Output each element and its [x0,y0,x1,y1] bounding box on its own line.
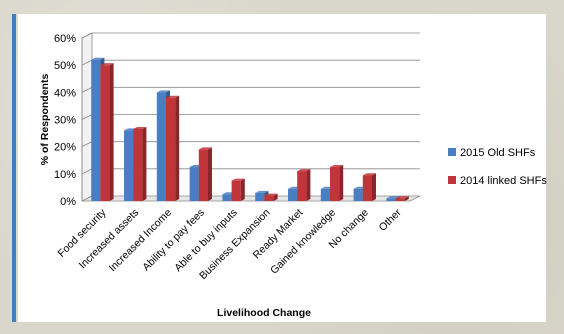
bar [166,95,180,201]
gridlines [81,32,420,201]
bar-front [353,188,363,201]
bar-top [386,196,400,199]
legend: 2015 Old SHFs 2014 linked SHFs [448,147,547,187]
gridline-depth [81,59,93,66]
bar-front [320,188,330,201]
x-category-label: Increased assets [77,207,142,272]
bar-side [371,173,376,201]
bar-top [91,57,105,60]
bar-front [255,192,265,201]
bar [297,169,311,201]
y-tick-label: 10% [54,169,76,181]
bar-front [133,129,143,201]
bar-top [166,95,180,98]
bar-front [231,180,241,201]
bar-side [109,63,114,201]
legend-label: 2014 linked SHFs [460,175,547,187]
bar-front [91,59,101,201]
y-tick-label: 50% [54,60,76,72]
y-axis-ticks: 0% 10% 20% 30% 40% 50% 60% [54,33,76,208]
bar-front [156,92,166,201]
bar-front [362,175,372,201]
bar-top [395,196,409,199]
bar-front [222,194,232,201]
bar-side [207,147,212,201]
bar-front [100,65,110,202]
bar-front [198,149,208,201]
gridline-depth [81,32,93,39]
legend-swatch [448,148,456,156]
bar [198,147,212,201]
bar-top [198,147,212,150]
gridline-depth [81,114,93,120]
bars [91,57,409,202]
bar-top [297,169,311,172]
legend-label: 2015 Old SHFs [460,147,536,159]
bar-top [231,178,245,181]
y-tick-label: 60% [54,33,76,45]
bar [264,193,278,201]
bar-side [404,196,409,201]
bar-top [100,63,114,66]
bar-side [273,193,278,201]
bar-top [362,173,376,176]
bar [395,196,409,201]
bar-front [395,198,405,201]
bar-side [240,178,245,201]
bar-side [339,165,344,201]
bar [362,173,376,201]
bar-top [264,193,278,196]
bar-top [156,90,170,93]
legend-swatch [448,176,456,184]
y-tick-label: 30% [54,115,76,127]
bar-front [166,97,176,201]
bar [133,127,147,201]
bar-front [297,171,307,201]
bar-front [386,198,396,201]
bar-front [330,167,340,201]
gridline-depth [81,86,93,93]
x-category-label: Other [377,206,404,233]
bar [330,165,344,201]
gridline-depth [81,168,93,175]
bar [100,63,114,202]
bar-front [124,130,134,201]
bar-front [288,188,298,201]
bar-side [306,169,311,201]
x-axis-title: Livelihood Change [217,307,311,319]
bar [231,178,245,201]
bar-side [142,127,147,201]
accent-bar [12,14,16,322]
bar-top [330,165,344,168]
y-tick-label: 20% [54,142,76,154]
y-tick-label: 40% [54,87,76,99]
gridline-depth [81,141,93,148]
y-axis-title: % of Respondents [39,74,51,166]
bar-front [189,167,199,201]
bar-front [264,195,274,201]
y-tick-label: 0% [60,196,76,208]
bar-side [175,95,180,201]
bar-top [255,190,269,193]
bar-top [133,127,147,130]
